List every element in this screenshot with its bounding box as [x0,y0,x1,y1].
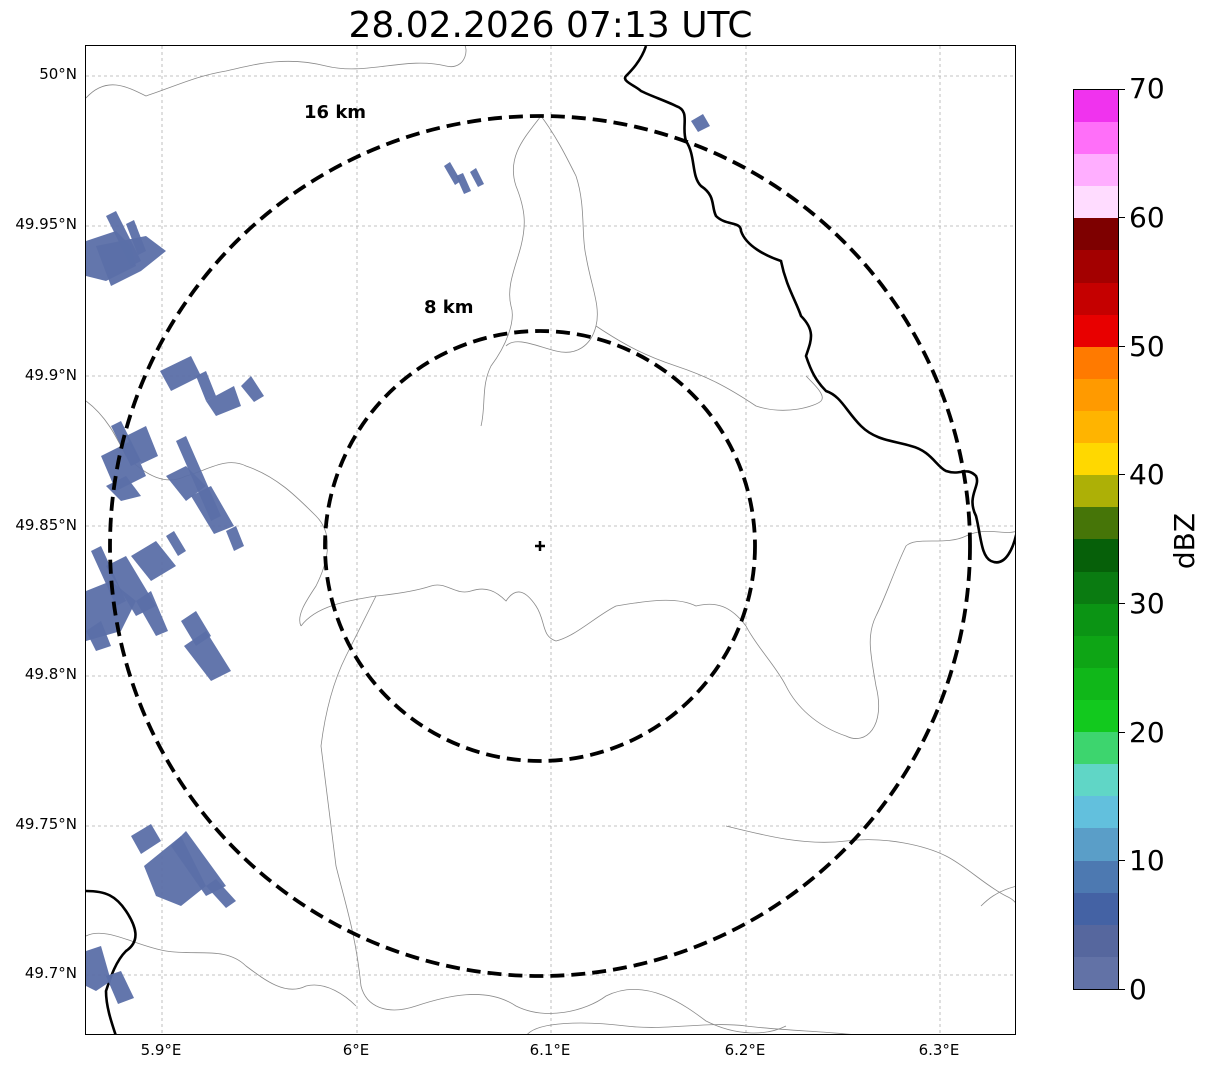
colorbar-segment [1074,603,1118,636]
colorbar-tickmark [1119,732,1125,733]
ring-label-16km: 16 km [304,102,366,123]
colorbar-segment [1074,218,1118,251]
colorbar-tickmark [1119,217,1125,218]
colorbar-segment [1074,828,1118,861]
colorbar-segment [1074,411,1118,444]
colorbar-tick: 60 [1129,201,1165,234]
map-canvas: 16 km 8 km [86,46,1015,1034]
colorbar-segment [1074,700,1118,733]
map-title: 28.02.2026 07:13 UTC [348,5,753,46]
lat-label: 50°N [39,65,77,83]
colorbar-segment [1074,571,1118,604]
colorbar-segment [1074,796,1118,829]
ring-label-8km: 8 km [424,297,474,318]
lat-label: 49.85°N [15,516,77,534]
lon-label: 5.9°E [140,1041,182,1059]
colorbar-segment [1074,378,1118,412]
range-ring-16km [108,114,972,978]
echo-cell-s [86,824,236,1004]
colorbar-segment [1074,186,1118,219]
radar-echoes [86,114,710,1004]
colorbar-segment [1074,443,1118,476]
radar-site-marker [535,541,545,551]
radar-map[interactable]: 16 km 8 km [85,45,1016,1035]
colorbar-tick: 20 [1129,716,1165,749]
colorbar-tickmark [1119,89,1125,90]
colorbar-segment [1074,956,1118,989]
colorbar-segment [1074,860,1118,893]
lon-label: 6.1°E [529,1041,571,1059]
echo-cell-w1 [160,356,264,416]
admin-borders [86,46,1015,1034]
echo-cell-nw [86,211,166,286]
colorbar-label: dBZ [1168,512,1201,570]
colorbar-segment [1074,154,1118,187]
colorbar-segment [1074,539,1118,572]
lon-label: 6°E [342,1041,370,1059]
colorbar-tickmark [1119,603,1125,604]
colorbar-tickmark [1119,860,1125,861]
colorbar-segment [1074,314,1118,347]
colorbar-segment [1074,924,1118,957]
lon-label: 6.3°E [918,1041,960,1059]
colorbar-segment [1074,475,1118,508]
colorbar-segment [1074,732,1118,765]
colorbar-tick: 30 [1129,587,1165,620]
echo-cell-w2 [101,421,158,501]
colorbar-tick: 10 [1129,844,1165,877]
colorbar-segment [1074,250,1118,283]
colorbar-segment [1074,764,1118,797]
lat-label: 49.9°N [24,366,77,384]
colorbar-segment [1074,667,1118,701]
colorbar [1073,89,1119,990]
colorbar-segment [1074,892,1118,925]
range-ring-8km [323,329,757,763]
range-rings [108,114,972,978]
colorbar-segment [1074,507,1118,540]
lat-label: 49.95°N [15,215,77,233]
colorbar-tickmark [1119,474,1125,475]
colorbar-tick: 70 [1129,72,1165,105]
national-border [86,46,1015,1034]
echo-cell-w3 [166,436,244,551]
colorbar-tick: 0 [1129,973,1147,1006]
colorbar-tickmark [1119,989,1125,990]
colorbar-segment [1074,635,1118,668]
graticule [86,46,1015,1034]
lat-label: 49.75°N [15,815,77,833]
colorbar-tick: 50 [1129,330,1165,363]
lat-label: 49.7°N [24,964,77,982]
echo-cell-sw [86,531,231,681]
lat-label: 49.8°N [24,665,77,683]
colorbar-tick: 40 [1129,458,1165,491]
echo-cell-top [444,114,710,194]
colorbar-segment [1074,122,1118,155]
colorbar-segment [1074,89,1118,123]
lon-label: 6.2°E [724,1041,766,1059]
colorbar-segment [1074,346,1118,379]
colorbar-tickmark [1119,346,1125,347]
colorbar-segment [1074,282,1118,315]
